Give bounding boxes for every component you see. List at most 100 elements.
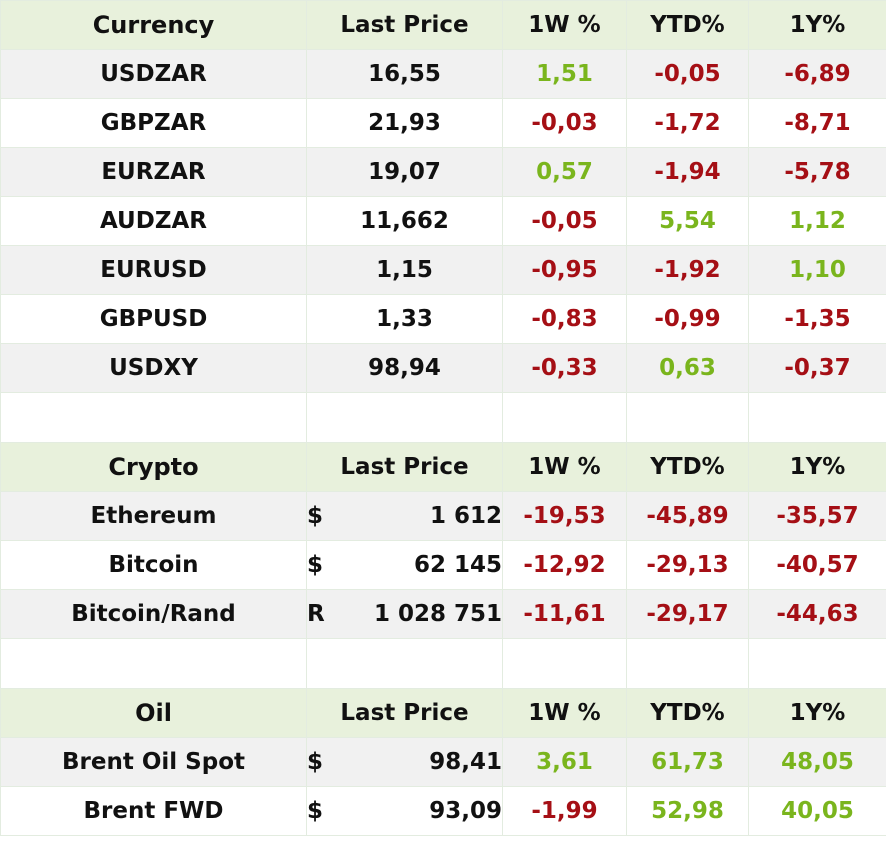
- table-row: USDXY 98,94 -0,33 0,63 -0,37: [0, 343, 886, 393]
- currency-name: GBPZAR: [0, 98, 307, 148]
- currency-name: EURZAR: [0, 147, 307, 197]
- oil-1w-change: 3,61: [502, 737, 627, 787]
- oil-1y-change: 40,05: [748, 786, 886, 836]
- currency-price: 11,662: [306, 196, 503, 246]
- oil-header-1w: 1W %: [502, 688, 627, 738]
- currency-1y-change: -8,71: [748, 98, 886, 148]
- table-row: USDZAR 16,55 1,51 -0,05 -6,89: [0, 49, 886, 99]
- currency-1w-change: -0,05: [502, 196, 627, 246]
- oil-ytd-change: 61,73: [626, 737, 749, 787]
- table-row: Brent FWD $ 93,09 -1,99 52,98 40,05: [0, 786, 886, 836]
- currency-price: 1,15: [306, 245, 503, 295]
- crypto-ytd-change: -29,13: [626, 540, 749, 590]
- currency-price: 19,07: [306, 147, 503, 197]
- table-row: EURUSD 1,15 -0,95 -1,92 1,10: [0, 245, 886, 295]
- currency-ytd-change: -0,05: [626, 49, 749, 99]
- oil-1w-change: -1,99: [502, 786, 627, 836]
- crypto-1w-change: -19,53: [502, 491, 627, 541]
- price-value: 1 612: [429, 503, 502, 529]
- currency-1y-change: -1,35: [748, 294, 886, 344]
- price-value: 62 145: [413, 552, 502, 578]
- currency-symbol: $: [307, 749, 324, 775]
- oil-name: Brent Oil Spot: [0, 737, 307, 787]
- currency-1w-change: -0,95: [502, 245, 627, 295]
- oil-header-ytd: YTD%: [626, 688, 749, 738]
- oil-price: $ 93,09: [306, 786, 503, 836]
- crypto-header-price: Last Price: [306, 442, 503, 492]
- table-row: Ethereum $ 1 612 -19,53 -45,89 -35,57: [0, 491, 886, 541]
- currency-header-1w: 1W %: [502, 0, 627, 50]
- currency-symbol: $: [307, 503, 324, 529]
- table-row: GBPZAR 21,93 -0,03 -1,72 -8,71: [0, 98, 886, 148]
- currency-1w-change: 1,51: [502, 49, 627, 99]
- crypto-header-ytd: YTD%: [626, 442, 749, 492]
- table-row: AUDZAR 11,662 -0,05 5,54 1,12: [0, 196, 886, 246]
- currency-name: USDZAR: [0, 49, 307, 99]
- table-row: EURZAR 19,07 0,57 -1,94 -5,78: [0, 147, 886, 197]
- crypto-1y-change: -44,63: [748, 589, 886, 639]
- currency-1y-change: 1,12: [748, 196, 886, 246]
- currency-1w-change: -0,83: [502, 294, 627, 344]
- section-spacer: [0, 392, 886, 443]
- currency-1y-change: -6,89: [748, 49, 886, 99]
- currency-name: EURUSD: [0, 245, 307, 295]
- crypto-1y-change: -35,57: [748, 491, 886, 541]
- section-spacer: [0, 638, 886, 689]
- currency-header-1y: 1Y%: [748, 0, 886, 50]
- currency-ytd-change: 5,54: [626, 196, 749, 246]
- currency-ytd-change: -1,94: [626, 147, 749, 197]
- crypto-name: Bitcoin: [0, 540, 307, 590]
- price-value: 1 028 751: [373, 601, 502, 627]
- price-value: 93,09: [429, 798, 502, 824]
- currency-ytd-change: -0,99: [626, 294, 749, 344]
- currency-header-price: Last Price: [306, 0, 503, 50]
- crypto-1w-change: -12,92: [502, 540, 627, 590]
- currency-1y-change: -5,78: [748, 147, 886, 197]
- table-row: Bitcoin/Rand R 1 028 751 -11,61 -29,17 -…: [0, 589, 886, 639]
- crypto-header-1w: 1W %: [502, 442, 627, 492]
- currency-ytd-change: 0,63: [626, 343, 749, 393]
- currency-1y-change: 1,10: [748, 245, 886, 295]
- currency-name: AUDZAR: [0, 196, 307, 246]
- crypto-price: $ 62 145: [306, 540, 503, 590]
- oil-header-name: Oil: [0, 688, 307, 738]
- crypto-1w-change: -11,61: [502, 589, 627, 639]
- currency-header-ytd: YTD%: [626, 0, 749, 50]
- currency-price: 16,55: [306, 49, 503, 99]
- currency-price: 21,93: [306, 98, 503, 148]
- table-row: Brent Oil Spot $ 98,41 3,61 61,73 48,05: [0, 737, 886, 787]
- oil-header-price: Last Price: [306, 688, 503, 738]
- currency-price: 1,33: [306, 294, 503, 344]
- crypto-header-name: Crypto: [0, 442, 307, 492]
- price-value: 98,41: [429, 749, 502, 775]
- oil-header-1y: 1Y%: [748, 688, 886, 738]
- crypto-ytd-change: -45,89: [626, 491, 749, 541]
- table-row: GBPUSD 1,33 -0,83 -0,99 -1,35: [0, 294, 886, 344]
- currency-ytd-change: -1,72: [626, 98, 749, 148]
- currency-name: USDXY: [0, 343, 307, 393]
- currency-price: 98,94: [306, 343, 503, 393]
- currency-1w-change: 0,57: [502, 147, 627, 197]
- currency-symbol: R: [307, 601, 325, 627]
- crypto-name: Ethereum: [0, 491, 307, 541]
- oil-name: Brent FWD: [0, 786, 307, 836]
- oil-header-row: Oil Last Price 1W % YTD% 1Y%: [0, 688, 886, 738]
- currency-1w-change: -0,33: [502, 343, 627, 393]
- crypto-price: $ 1 612: [306, 491, 503, 541]
- currency-header-row: Currency Last Price 1W % YTD% 1Y%: [0, 0, 886, 50]
- currency-symbol: $: [307, 552, 324, 578]
- crypto-1y-change: -40,57: [748, 540, 886, 590]
- oil-1y-change: 48,05: [748, 737, 886, 787]
- currency-ytd-change: -1,92: [626, 245, 749, 295]
- crypto-ytd-change: -29,17: [626, 589, 749, 639]
- crypto-name: Bitcoin/Rand: [0, 589, 307, 639]
- currency-name: GBPUSD: [0, 294, 307, 344]
- crypto-header-row: Crypto Last Price 1W % YTD% 1Y%: [0, 442, 886, 492]
- table-row: Bitcoin $ 62 145 -12,92 -29,13 -40,57: [0, 540, 886, 590]
- oil-price: $ 98,41: [306, 737, 503, 787]
- currency-1y-change: -0,37: [748, 343, 886, 393]
- crypto-price: R 1 028 751: [306, 589, 503, 639]
- currency-symbol: $: [307, 798, 324, 824]
- currency-1w-change: -0,03: [502, 98, 627, 148]
